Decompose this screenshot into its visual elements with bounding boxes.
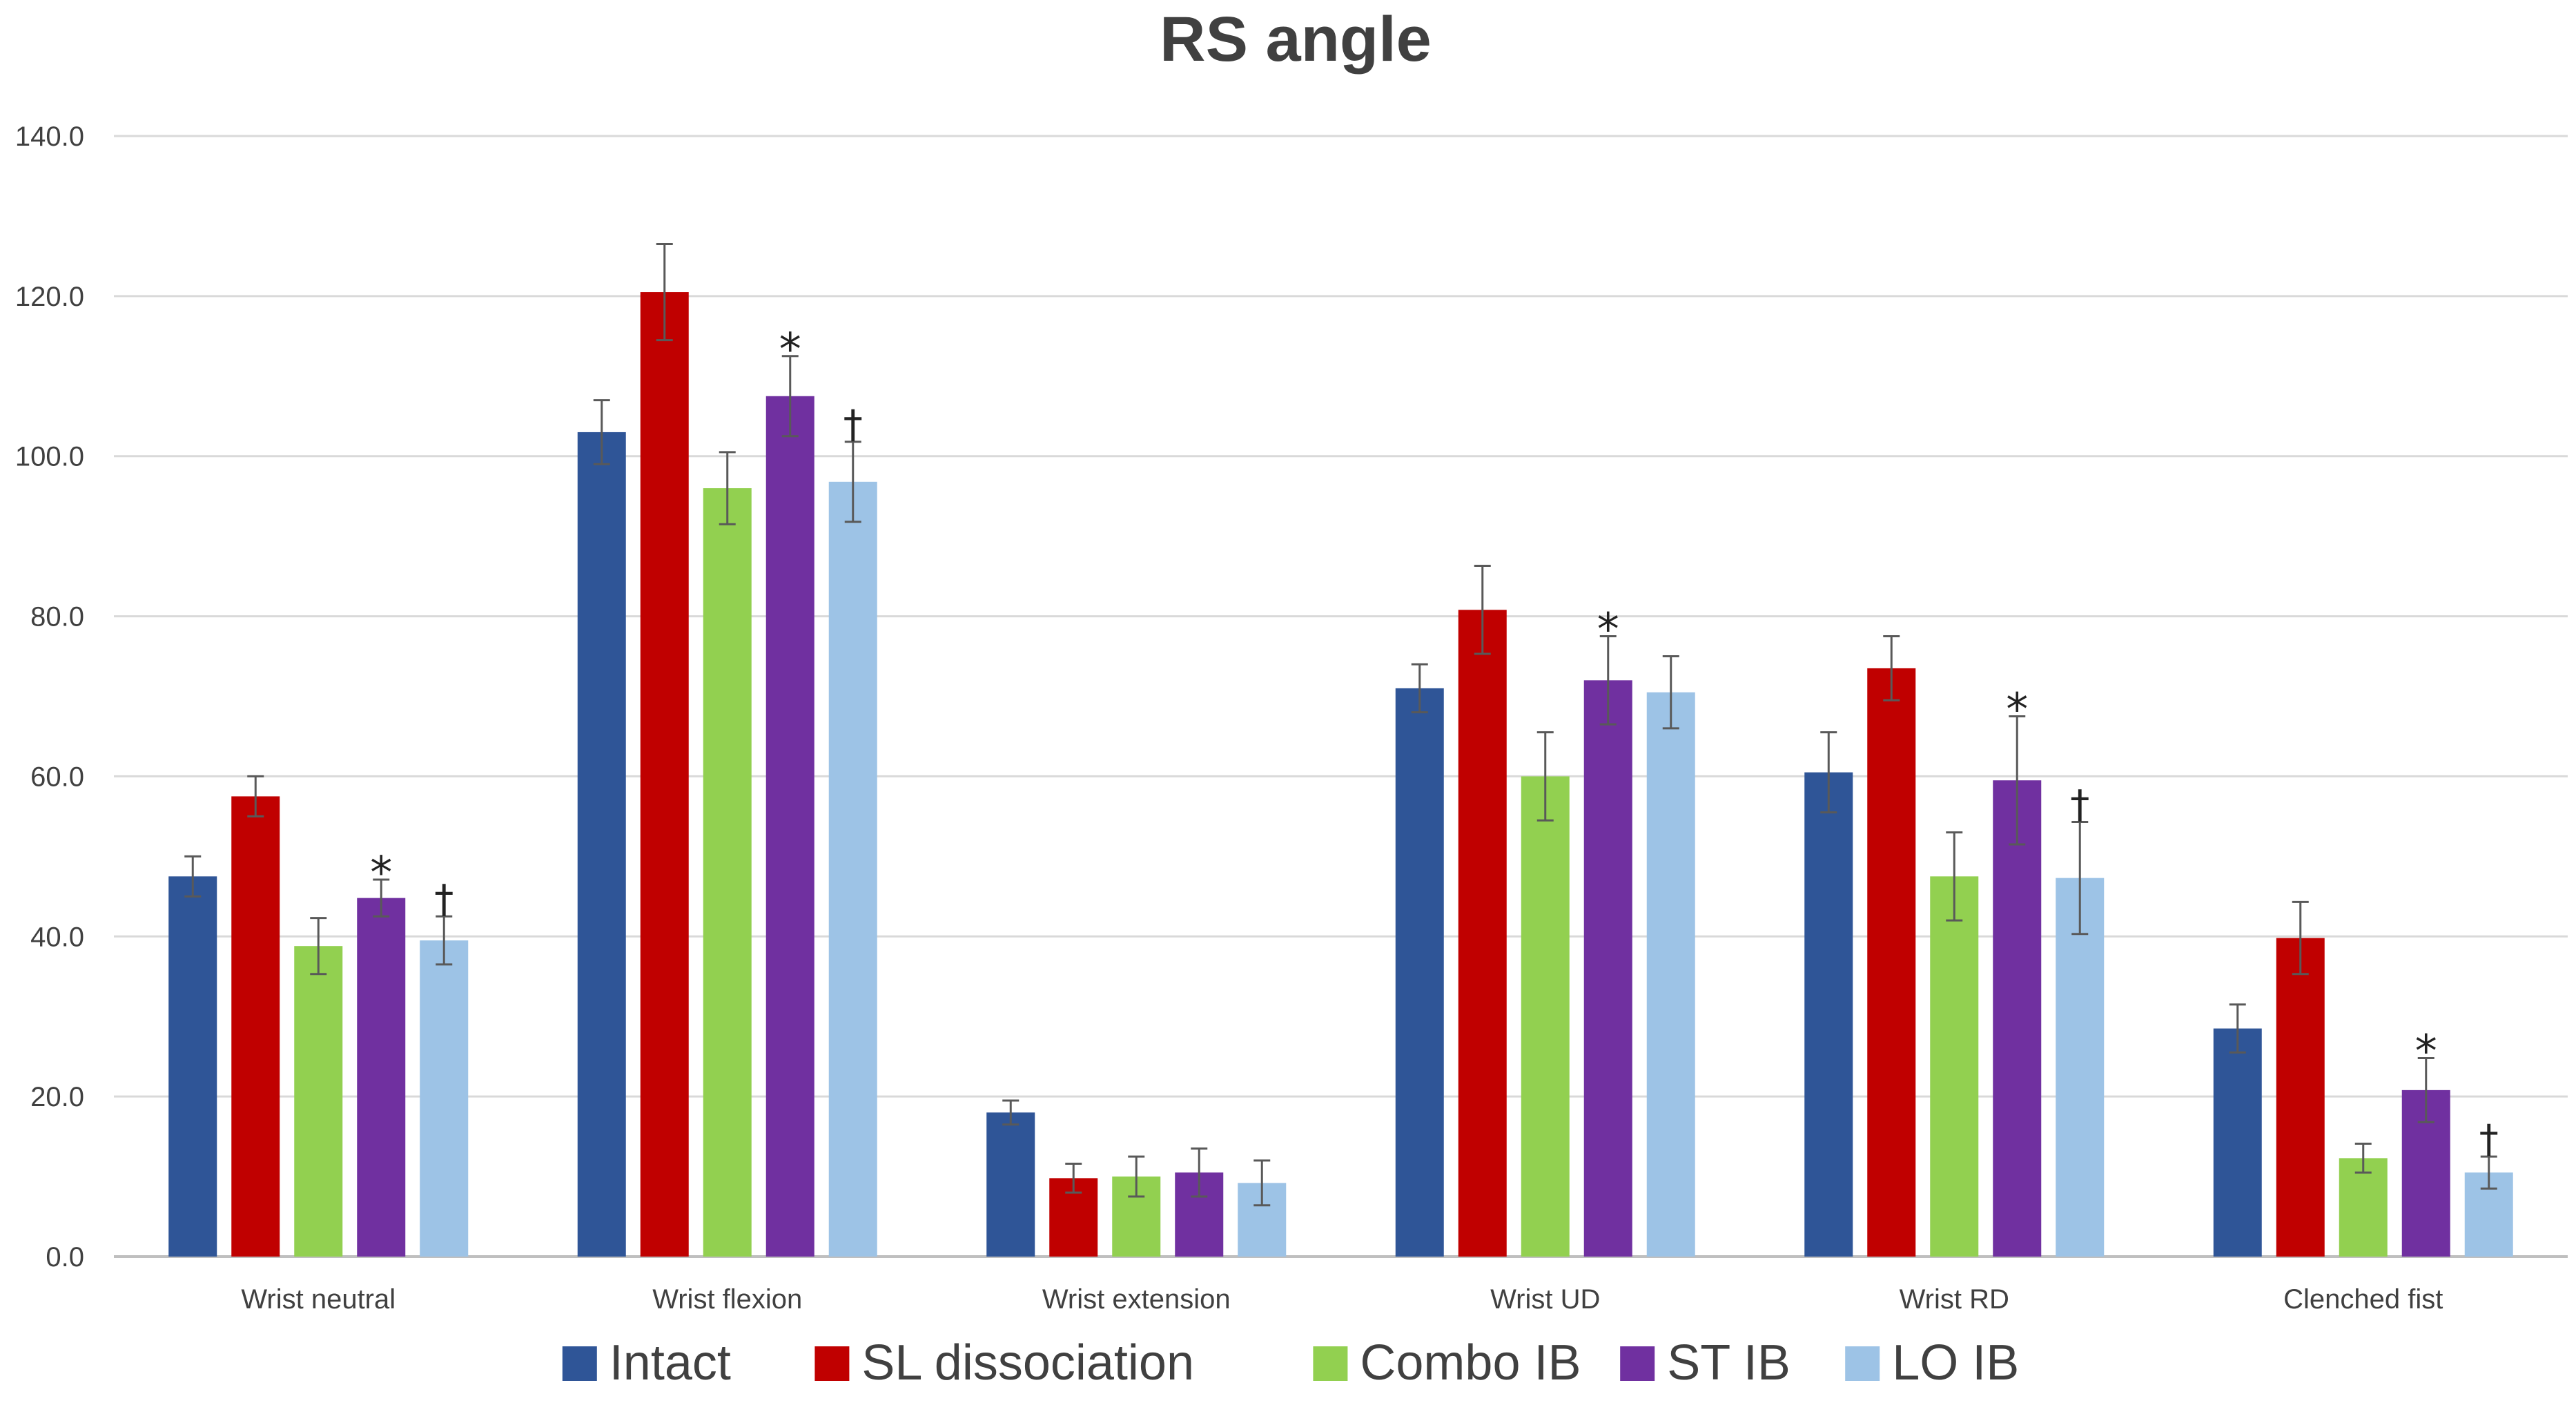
significance-marks: * † * † * * † * † (370, 325, 2499, 1162)
legend-label: SL dissociation (861, 1335, 1194, 1391)
bar (1930, 876, 1979, 1257)
bar (1458, 610, 1507, 1257)
category-labels: Wrist neutral Wrist flexion Wrist extensio… (241, 1284, 2443, 1315)
y-tick-label: 140.0 (15, 122, 84, 152)
category-label: Wrist RD (1900, 1284, 2009, 1315)
bar (1867, 668, 1916, 1257)
legend-label: Combo IB (1360, 1335, 1581, 1391)
significance-mark: * (2415, 1026, 2437, 1077)
y-axis-ticks: 0.0 20.0 40.0 60.0 80.0 100.0 120.0 140.0 (15, 122, 84, 1272)
bar (1521, 776, 1570, 1257)
significance-mark: † (843, 403, 863, 447)
significance-mark: † (434, 877, 453, 922)
bar (420, 940, 469, 1257)
significance-mark: † (2070, 783, 2089, 828)
error-bars (184, 243, 2497, 1207)
bar (357, 898, 406, 1257)
legend-swatch (1620, 1346, 1655, 1381)
bar (2056, 878, 2105, 1257)
bar (2339, 1158, 2388, 1257)
bar (1646, 692, 1695, 1257)
legend: Intact SL dissociation Combo IB ST IB LO IB (562, 1335, 2019, 1391)
bar (294, 946, 343, 1257)
category-label: Clenched fist (2283, 1284, 2443, 1315)
bar (1395, 688, 1444, 1257)
chart-title: RS angle (1160, 4, 1432, 75)
legend-swatch (562, 1346, 597, 1381)
legend-swatch (1313, 1346, 1348, 1381)
bar (1993, 780, 2042, 1257)
bar (1583, 680, 1632, 1257)
y-tick-label: 100.0 (15, 442, 84, 472)
bar (640, 292, 689, 1257)
y-tick-label: 40.0 (30, 922, 84, 952)
bar (828, 481, 877, 1257)
legend-label: LO IB (1892, 1335, 2019, 1391)
category-label: Wrist extension (1042, 1284, 1231, 1315)
bar (577, 432, 626, 1257)
significance-mark: * (370, 848, 392, 899)
legend-label: Intact (609, 1335, 731, 1391)
bar (986, 1112, 1035, 1257)
grid (114, 135, 2568, 1258)
y-tick-label: 0.0 (46, 1242, 84, 1272)
legend-label: ST IB (1667, 1335, 1790, 1391)
y-tick-label: 60.0 (30, 762, 84, 792)
significance-mark: * (1597, 605, 1619, 656)
bar (2213, 1028, 2262, 1257)
bar (231, 796, 280, 1257)
bar (168, 876, 217, 1257)
bar (765, 396, 814, 1257)
bar (1804, 772, 1853, 1257)
y-tick-label: 120.0 (15, 282, 84, 312)
significance-mark: * (779, 325, 801, 376)
category-label: Wrist neutral (241, 1284, 396, 1315)
category-label: Wrist UD (1490, 1284, 1600, 1315)
category-label: Wrist flexion (652, 1284, 802, 1315)
bar (703, 488, 752, 1257)
significance-mark: † (2479, 1117, 2499, 1162)
legend-swatch (814, 1346, 850, 1381)
y-tick-label: 80.0 (30, 602, 84, 632)
bar (2276, 938, 2325, 1257)
significance-mark: * (2006, 684, 2028, 735)
legend-swatch (1845, 1346, 1880, 1381)
bars (168, 292, 2513, 1257)
y-tick-label: 20.0 (30, 1082, 84, 1112)
